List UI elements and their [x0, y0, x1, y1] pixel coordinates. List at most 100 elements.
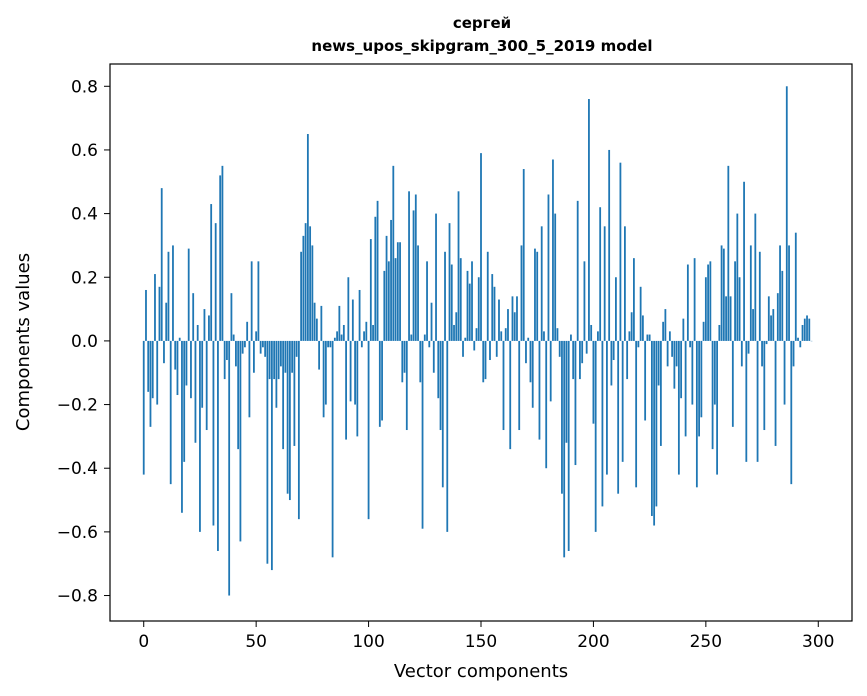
bar [788, 245, 790, 341]
bar [401, 340, 404, 383]
x-tick-label: 150 [465, 632, 497, 652]
y-tick-label: 0.6 [71, 141, 98, 161]
x-tick-label: 250 [690, 632, 722, 652]
bar [626, 340, 629, 380]
bar [776, 293, 779, 341]
bar [318, 340, 321, 370]
bar [435, 213, 437, 341]
bar [284, 340, 287, 373]
bar [590, 324, 593, 341]
bar [689, 340, 692, 348]
bar [794, 232, 797, 341]
bar [212, 340, 215, 526]
bar [675, 340, 678, 367]
bar [576, 200, 579, 341]
bar [749, 245, 752, 341]
bar [390, 219, 392, 341]
bar [309, 226, 312, 341]
bar [345, 340, 347, 440]
x-tick-label: 200 [577, 632, 609, 652]
bar [304, 223, 307, 341]
bar [149, 340, 152, 427]
bar [147, 340, 150, 392]
bar [315, 318, 318, 341]
bar [792, 340, 795, 367]
bar [711, 340, 714, 450]
bar [657, 340, 660, 386]
bar [637, 340, 640, 348]
bar [653, 340, 656, 526]
bar [457, 191, 460, 341]
bar [612, 340, 615, 361]
bar [482, 340, 485, 383]
y-tick-label: −0.4 [57, 459, 98, 479]
bar [666, 340, 669, 367]
bar [376, 200, 379, 341]
bar [151, 340, 154, 399]
bar [549, 340, 552, 402]
bar [237, 340, 240, 450]
bar [734, 261, 736, 341]
bar [228, 340, 231, 596]
bar [262, 340, 264, 348]
bar [518, 340, 521, 431]
bar [367, 340, 370, 520]
bar [477, 277, 480, 341]
bar [432, 340, 435, 373]
bar [718, 324, 721, 341]
bar [199, 340, 201, 532]
bar [374, 216, 377, 341]
bar [217, 340, 219, 551]
bar [693, 258, 696, 341]
bar [790, 340, 793, 485]
bar [552, 159, 554, 341]
bar [230, 293, 233, 341]
bar [668, 331, 671, 341]
bar [745, 340, 748, 462]
bar [583, 261, 586, 341]
bar [466, 270, 469, 341]
bar [181, 340, 183, 513]
bar [704, 277, 707, 341]
bar [163, 340, 165, 364]
bar [277, 340, 280, 380]
bar [594, 340, 597, 532]
bar [603, 226, 606, 341]
bar [160, 188, 163, 341]
bar [235, 340, 237, 367]
bar [498, 299, 500, 341]
bar [504, 328, 507, 341]
bar [246, 321, 249, 341]
bar [770, 315, 772, 341]
bar [765, 340, 768, 345]
bar [297, 340, 300, 520]
bar [450, 264, 453, 341]
bar [702, 321, 705, 341]
bar [639, 286, 642, 341]
bar [145, 289, 147, 341]
bar [329, 340, 332, 348]
bar [633, 258, 635, 341]
bar [313, 302, 316, 341]
bar [342, 324, 345, 341]
bar [446, 340, 449, 532]
bar [421, 340, 424, 529]
bar [462, 340, 464, 357]
bar [511, 296, 514, 341]
bar [720, 245, 723, 341]
bar [226, 340, 228, 361]
bar [257, 261, 260, 341]
bar [396, 242, 399, 341]
bar [259, 340, 262, 354]
bar [554, 213, 557, 341]
bar [387, 261, 390, 341]
y-tick-label: 0.4 [71, 205, 98, 225]
bar [808, 318, 811, 341]
bar [448, 223, 451, 341]
bar [650, 340, 653, 516]
bar [747, 340, 750, 354]
bar [439, 340, 442, 431]
bar [293, 340, 296, 446]
bar [543, 331, 545, 341]
bar [489, 340, 491, 361]
